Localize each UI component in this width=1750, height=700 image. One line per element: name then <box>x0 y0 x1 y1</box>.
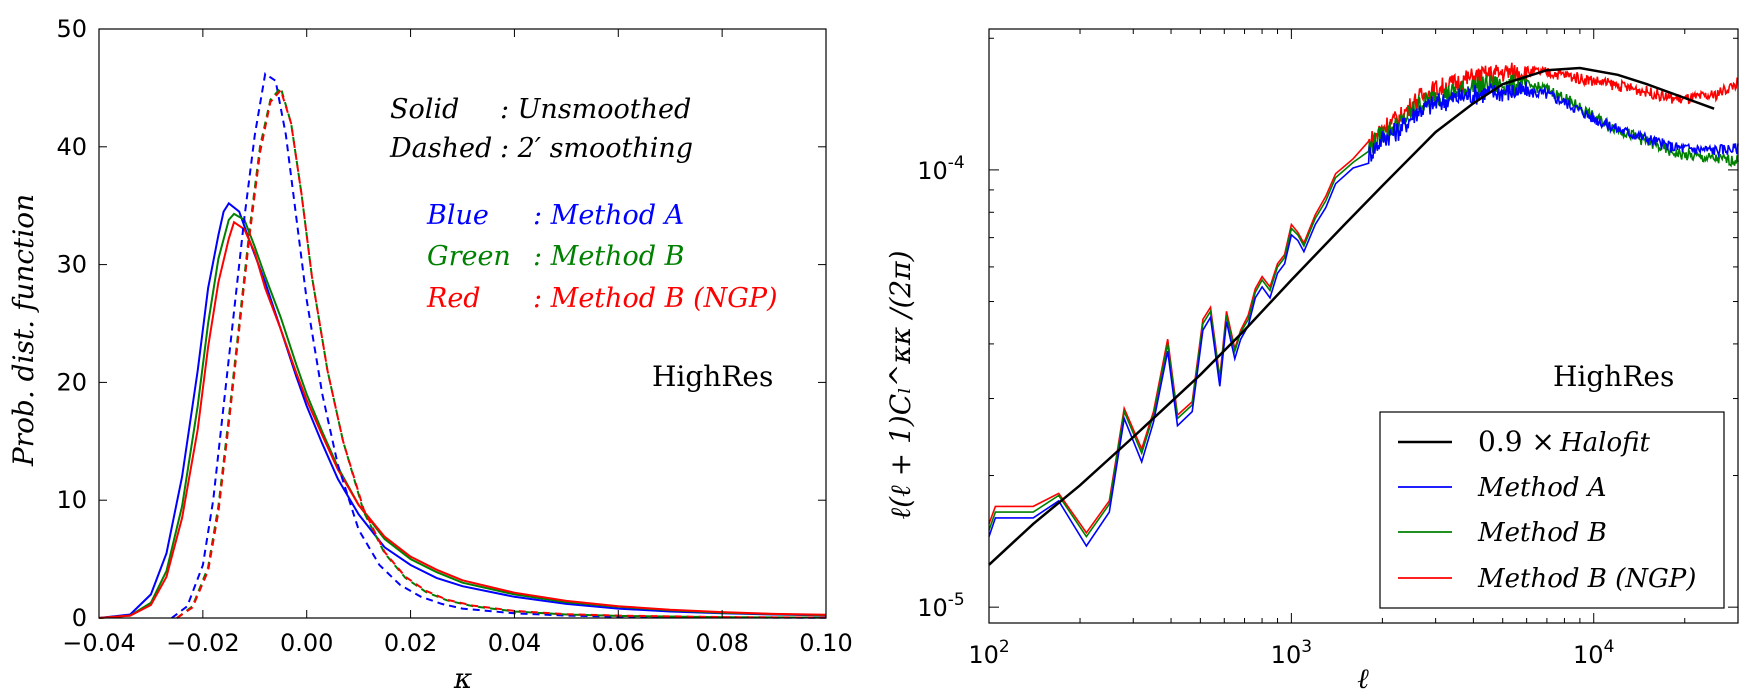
power-series-group <box>988 62 1739 566</box>
pdf-x-tick-label: 0.02 <box>384 629 437 657</box>
pdf-x-tick-label: 0.10 <box>799 629 852 657</box>
color-key-red: Red <box>426 283 481 314</box>
pdf-series-group <box>98 72 827 619</box>
annot-solid-key: Solid <box>390 94 459 125</box>
pdf-series-method-a-unsmoothed <box>98 201 827 619</box>
pdf-series-method-b-unsmoothed <box>98 212 827 619</box>
pdf-panel: −0.04 −0.02 0.00 0.02 0.04 0.06 0.08 0.10 0 10 20 3… <box>7 15 853 695</box>
pdf-series-method-b-ngp-unsmoothed <box>98 220 827 619</box>
power-plot-frame <box>988 28 1739 624</box>
legend-halofit-label: Halofit <box>1559 428 1650 458</box>
pdf-y-label: Prob. dist. function <box>7 194 40 467</box>
power-x-label: ℓ <box>1357 662 1369 695</box>
power-y-label: ℓ(ℓ + 1)Cₗ^κκ /(2π) <box>884 250 917 519</box>
color-key-blue-value: : Method A <box>533 200 684 231</box>
pdf-y-tick-label: 30 <box>56 251 87 279</box>
annot-dashed-key: Dashed <box>389 133 492 164</box>
pdf-y-tick-label: 50 <box>56 15 87 43</box>
power-series-0-9-halofit <box>988 66 1715 566</box>
power-series-method-a <box>988 81 1739 548</box>
pdf-x-tick-label: −0.02 <box>166 629 240 657</box>
power-x-tick-label: 104 <box>1573 637 1614 669</box>
color-key-green-value: : Method B <box>533 241 685 272</box>
pdf-series-method-a-2-smoothing <box>171 72 827 619</box>
power-x-tick-label: 102 <box>968 637 1009 669</box>
legend-halofit-prefix: 0.9 × <box>1478 425 1555 458</box>
pdf-x-tick-label: 0.06 <box>592 629 645 657</box>
power-ticks: 102 103 104 10-5 10-4 <box>917 29 1739 669</box>
annot-dashed-value: : 2′ smoothing <box>500 133 693 164</box>
pdf-y-tick-label: 20 <box>56 368 87 396</box>
color-key-green: Green <box>427 241 511 272</box>
pdf-x-tick-label: −0.04 <box>62 629 136 657</box>
power-y-tick-label: 10-5 <box>917 590 965 622</box>
color-key-blue: Blue <box>426 200 489 231</box>
legend-method-b-ngp-label: Method B (NGP) <box>1477 564 1696 594</box>
pdf-y-tick-label: 40 <box>56 133 87 161</box>
pdf-plot-frame <box>98 28 827 619</box>
pdf-highres-label: HighRes <box>652 360 773 393</box>
power-highres-label: HighRes <box>1553 360 1674 393</box>
pdf-y-tick-label: 10 <box>56 486 87 514</box>
pdf-series-method-b-ngp-2-smoothing <box>176 88 827 619</box>
pdf-series-method-b-2-smoothing <box>176 85 827 619</box>
legend-box <box>1379 411 1725 609</box>
color-key-red-value: : Method B (NGP) <box>533 283 778 314</box>
pdf-ticks: −0.04 −0.02 0.00 0.02 0.04 0.06 0.08 0.10 0 10 20 3… <box>56 15 852 657</box>
power-y-tick-label: 10-4 <box>917 153 965 185</box>
legend-method-a-label: Method A <box>1477 473 1607 503</box>
pdf-x-tick-label: 0.04 <box>488 629 541 657</box>
pdf-x-tick-label: 0.00 <box>280 629 333 657</box>
pdf-x-tick-label: 0.08 <box>695 629 748 657</box>
legend-method-b-label: Method B <box>1477 518 1607 548</box>
power-x-tick-label: 103 <box>1271 637 1312 669</box>
annot-solid-value: : Unsmoothed <box>500 94 691 125</box>
pdf-y-tick-label: 0 <box>72 604 87 632</box>
pdf-x-label: κ <box>453 662 472 695</box>
